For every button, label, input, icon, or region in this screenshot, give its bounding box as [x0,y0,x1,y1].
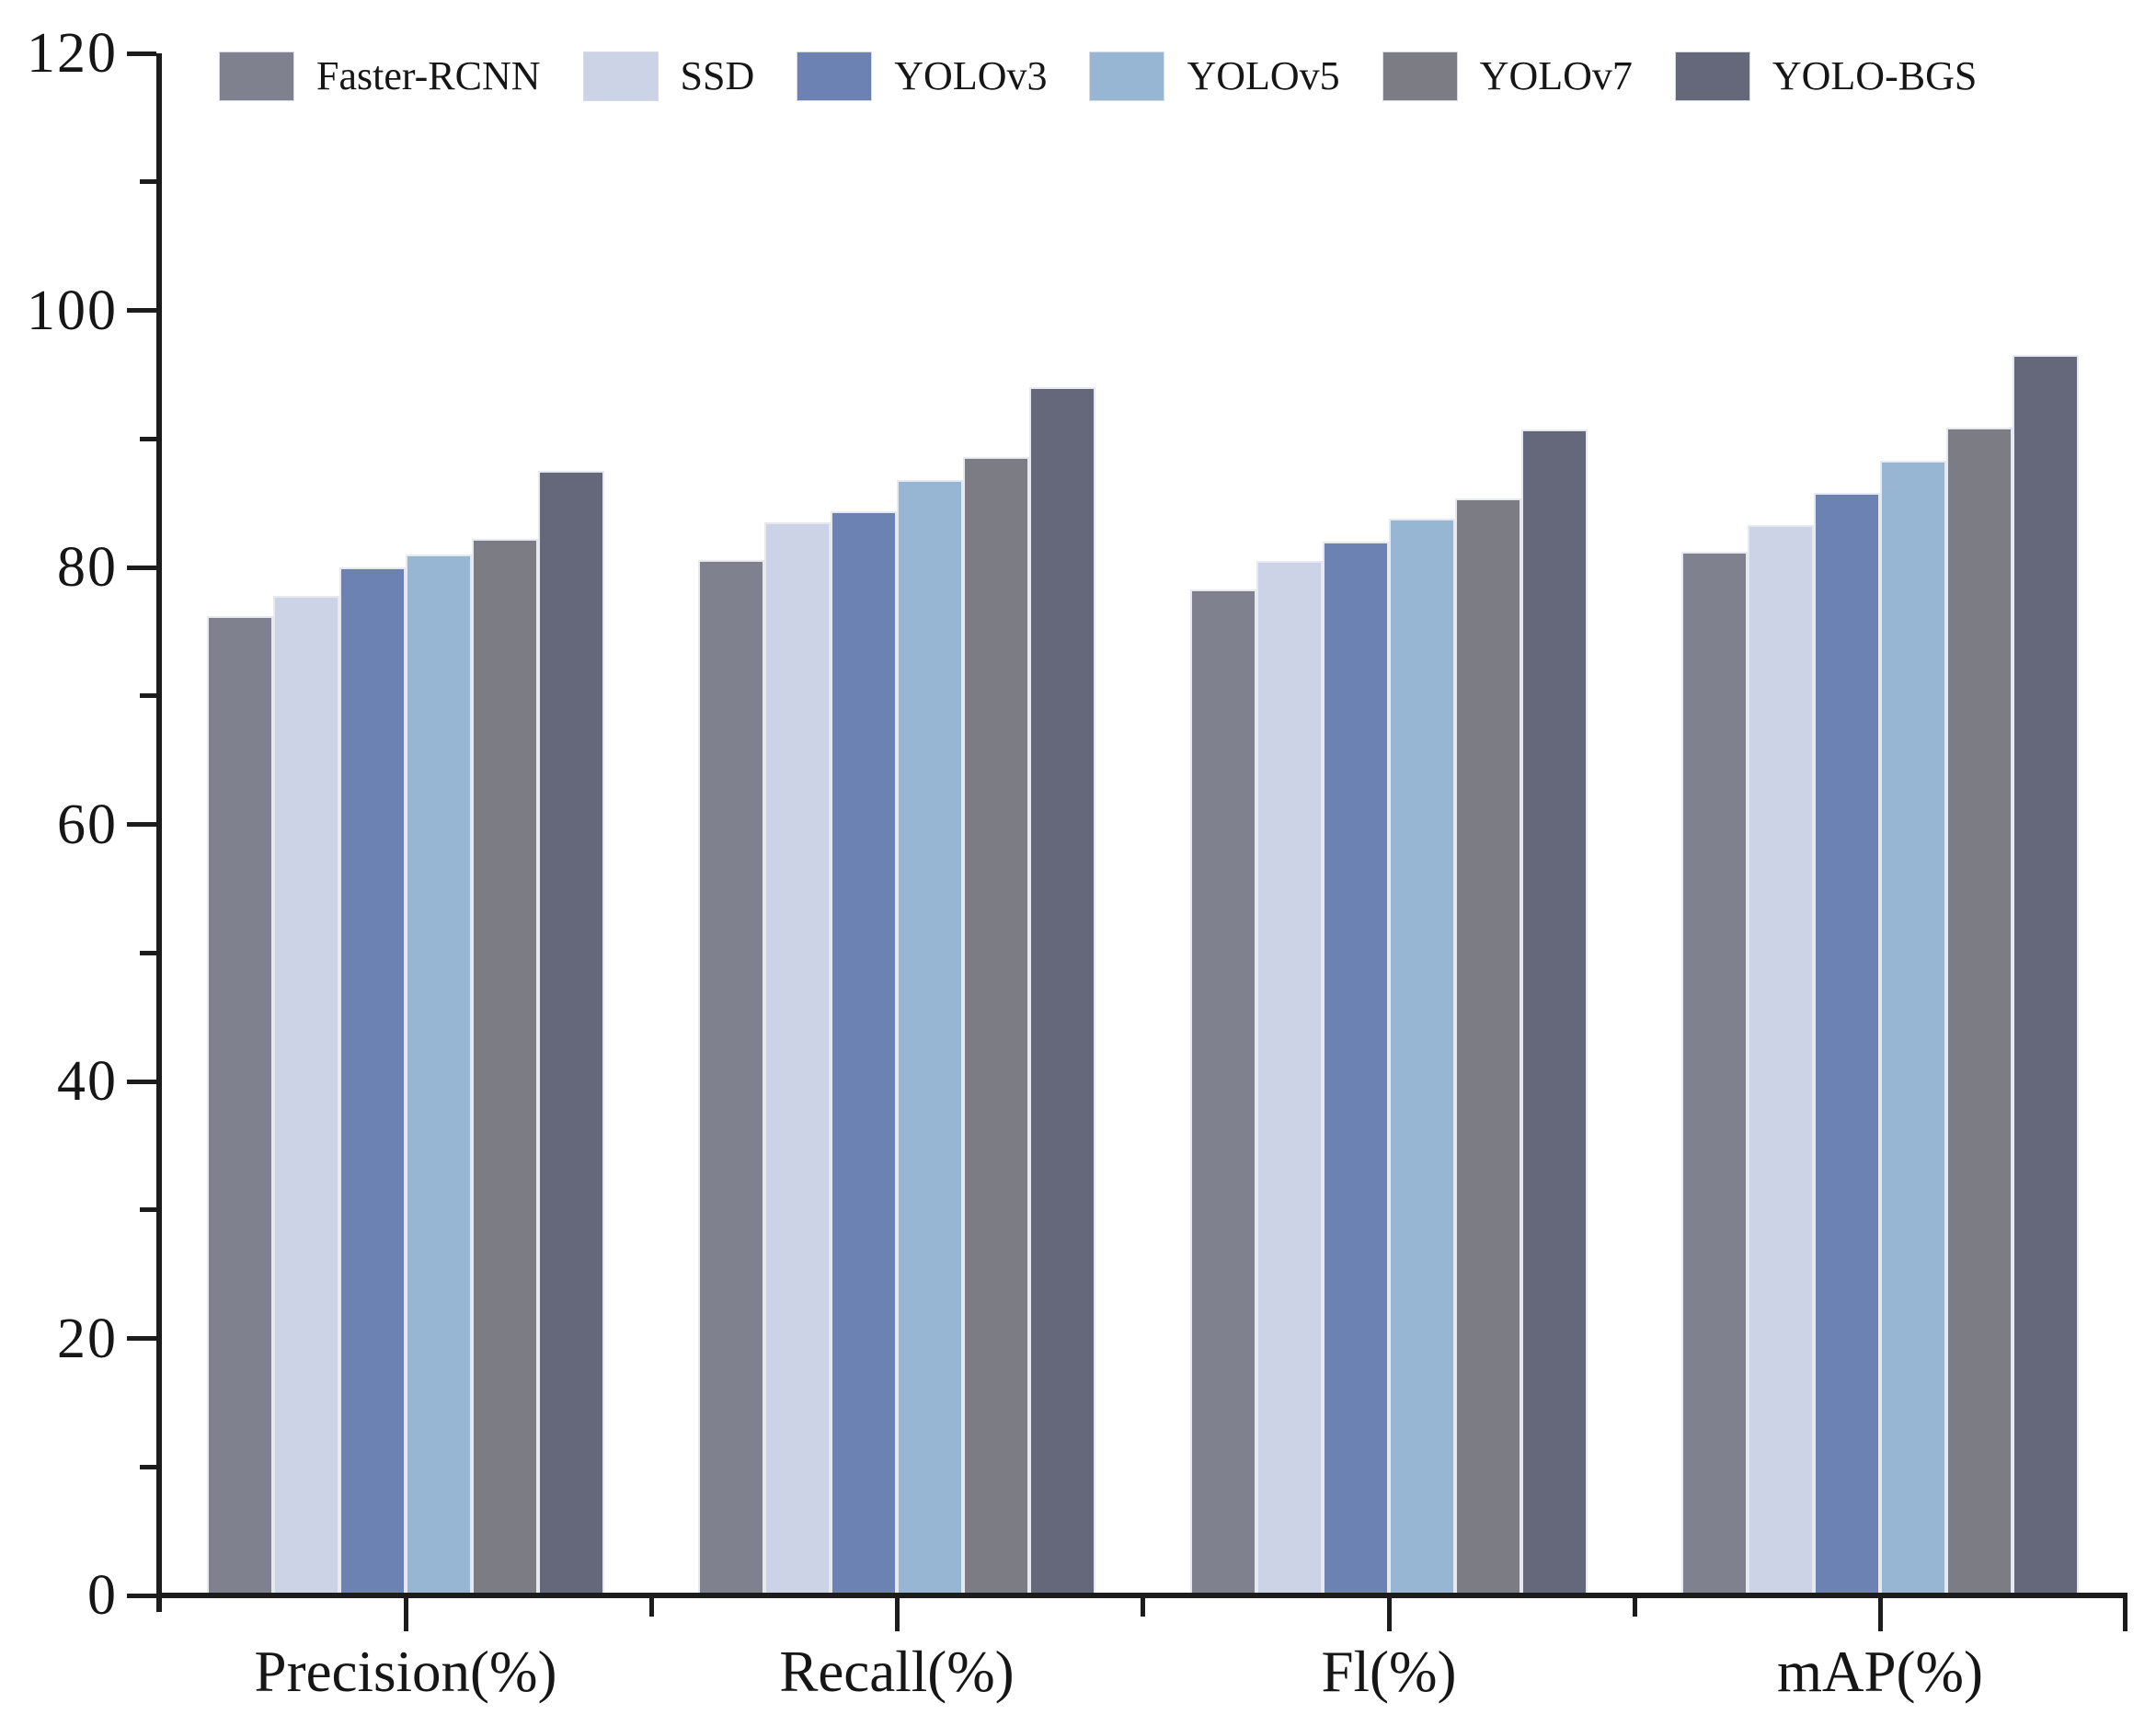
legend-item-yolov7: YOLOv7 [1382,51,1633,101]
bar-yolo-bgs-3 [2013,355,2079,1595]
legend-label: YOLOv5 [1187,53,1340,98]
category-label: Fl(%) [1321,1640,1457,1704]
y-axis-line [156,53,162,1612]
y-tick-label: 120 [27,22,118,85]
x-minor-tick [1632,1598,1637,1617]
bar-yolov7-2 [1455,497,1521,1595]
y-major-tick [127,51,156,56]
category-label: mAP(%) [1777,1640,1983,1704]
bar-yolov7-1 [963,456,1029,1595]
x-end-tick [2123,1598,2127,1631]
x-major-tick [1386,1598,1392,1631]
y-major-tick [127,1593,156,1598]
bar-yolo-bgs-2 [1521,429,1588,1595]
legend-label: Faster-RCNN [316,53,541,98]
y-minor-tick [140,179,156,185]
y-minor-tick [140,436,156,441]
bar-ssd-3 [1748,524,1814,1595]
category-label: Precision(%) [254,1640,557,1704]
bar-yolo-bgs-1 [1029,387,1095,1595]
bar-yolov3-2 [1323,542,1389,1595]
x-minor-tick [1141,1598,1145,1617]
bar-ssd-1 [764,522,831,1595]
y-tick-label: 100 [27,279,118,342]
y-tick-label: 80 [57,536,118,599]
bar-yolov3-3 [1814,492,1880,1595]
legend-label: YOLOv3 [894,53,1048,98]
legend-item-yolo-bgs: YOLO-BGS [1674,51,1978,101]
bar-ssd-0 [273,595,339,1595]
category-label: Recall(%) [779,1640,1015,1704]
legend-item-faster-rcnn: Faster-RCNN [219,51,541,101]
legend-label: YOLOv7 [1479,53,1633,98]
legend-swatch-yolov5 [1089,51,1165,101]
y-major-tick [127,565,156,570]
legend-item-ssd: SSD [582,51,755,101]
x-major-tick [894,1598,900,1631]
bar-yolov7-0 [472,539,538,1595]
y-tick-label: 20 [57,1307,118,1370]
legend-swatch-yolov3 [797,51,873,101]
legend-item-yolov3: YOLOv3 [797,51,1047,101]
bar-yolov3-0 [339,567,406,1595]
y-major-tick [127,822,156,827]
x-axis-line [156,1593,2127,1598]
y-major-tick [127,1079,156,1084]
x-major-tick [403,1598,408,1631]
bar-yolov5-1 [897,479,963,1595]
bar-faster-rcnn-1 [698,559,764,1595]
y-minor-tick [140,1207,156,1213]
bar-faster-rcnn-0 [207,616,273,1595]
bar-yolov7-3 [1946,427,2013,1595]
legend-swatch-faster-rcnn [219,51,294,101]
y-tick-label: 60 [57,793,118,856]
y-minor-tick [140,950,156,955]
y-major-tick [127,1336,156,1341]
bar-yolov5-0 [406,554,472,1595]
legend-swatch-yolo-bgs [1674,51,1750,101]
bar-yolov5-3 [1880,461,1946,1595]
legend-label: SSD [680,53,755,98]
y-major-tick [127,308,156,313]
y-tick-label: 40 [57,1050,118,1113]
x-major-tick [1877,1598,1883,1631]
bar-faster-rcnn-2 [1190,589,1256,1595]
bar-faster-rcnn-3 [1681,552,1748,1595]
y-minor-tick [140,1464,156,1469]
bar-yolov3-1 [831,510,897,1595]
legend-label: YOLO-BGS [1772,53,1978,98]
legend-swatch-ssd [582,51,659,101]
bar-yolov5-2 [1389,518,1455,1595]
bar-ssd-2 [1256,561,1323,1595]
bar-yolo-bgs-0 [538,471,604,1595]
y-minor-tick [140,693,156,699]
y-tick-label: 0 [87,1564,118,1627]
legend: Faster-RCNN SSD YOLOv3 YOLOv5 YOLOv7 YOLO-BGS [219,48,1977,105]
x-minor-tick [648,1598,654,1617]
legend-item-yolov5: YOLOv5 [1089,51,1340,101]
legend-swatch-yolov7 [1382,51,1458,101]
